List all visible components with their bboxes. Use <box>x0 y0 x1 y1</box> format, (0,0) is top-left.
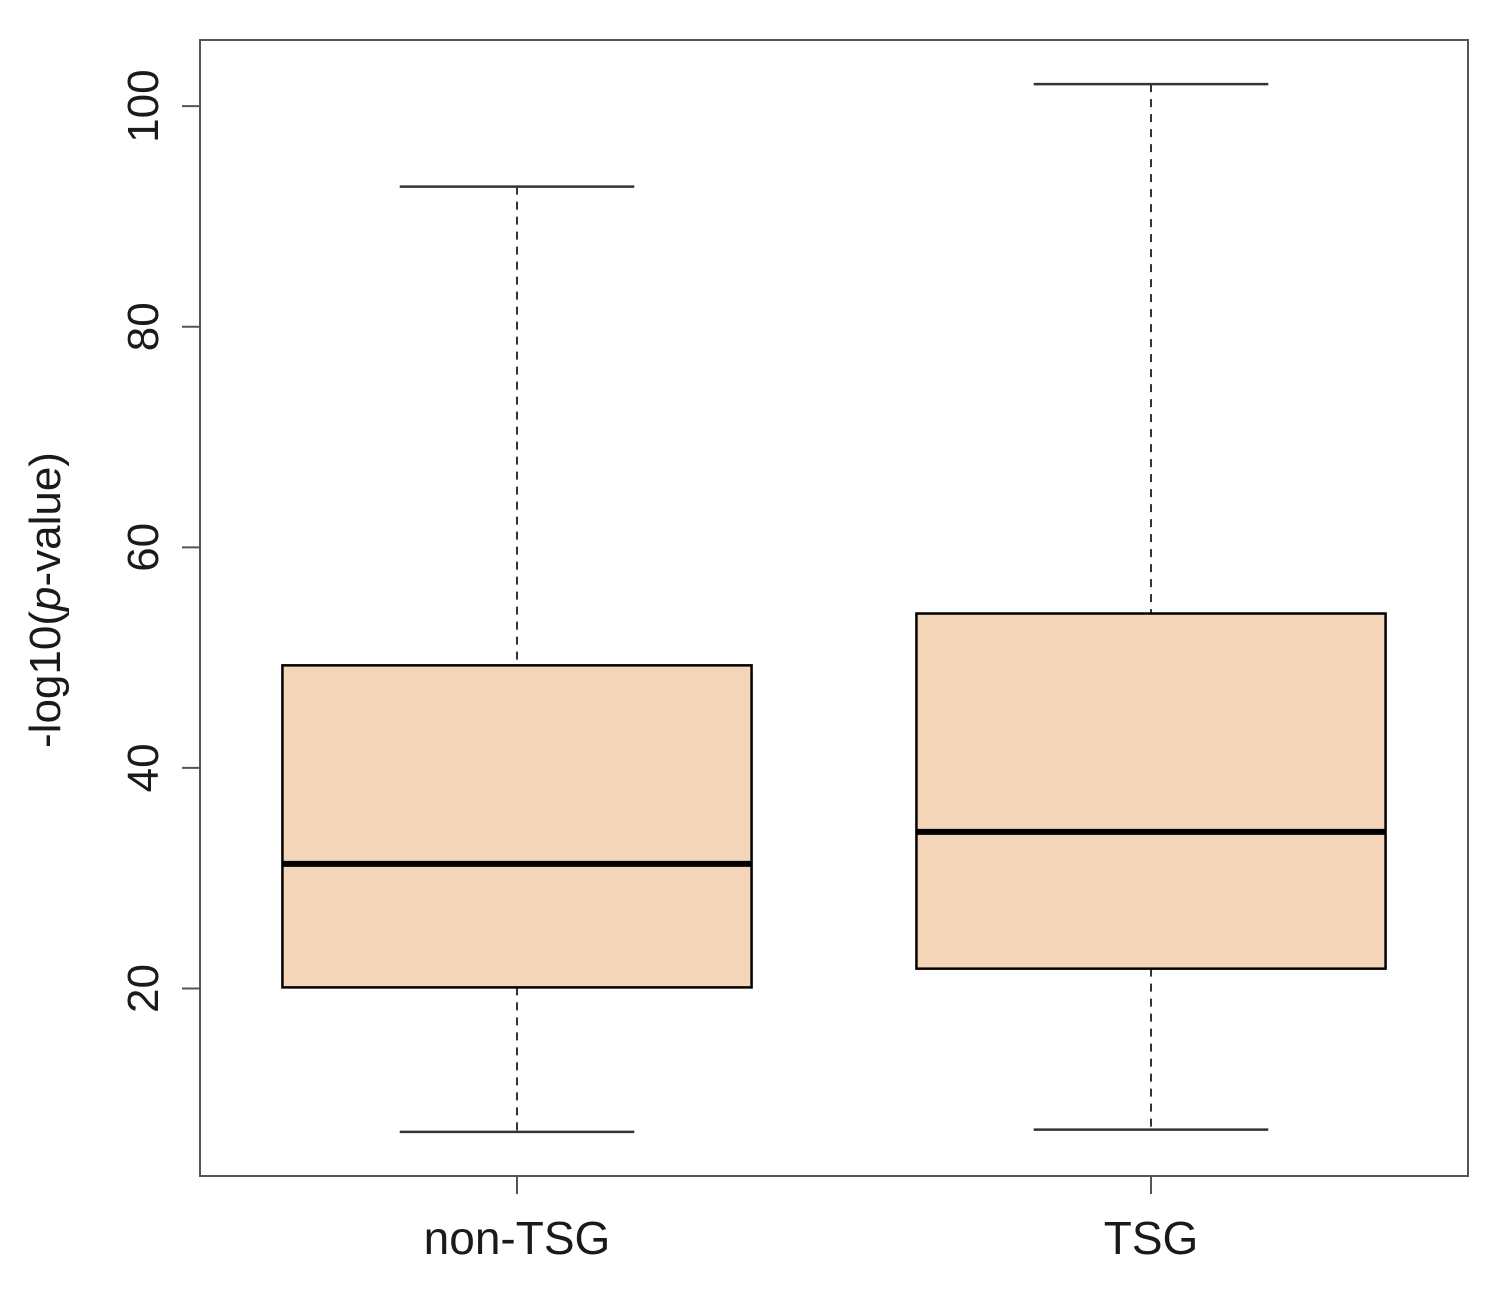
y-tick-label: 80 <box>119 302 168 351</box>
x-tick-label: TSG <box>1104 1212 1199 1264</box>
y-axis-label-suffix: -value) <box>21 452 70 587</box>
y-axis: 20 40 60 80 100 <box>119 69 200 1013</box>
box-group <box>281 82 1387 1134</box>
box-1 <box>281 185 753 1134</box>
x-tick-label: non-TSG <box>424 1212 611 1264</box>
y-tick-label: 60 <box>119 523 168 572</box>
plot-frame <box>199 39 1469 1177</box>
iqr-box <box>915 612 1387 970</box>
y-axis-label: -log10(p-value) <box>21 452 70 748</box>
box-2 <box>915 82 1387 1131</box>
y-axis-label-prefix: -log10( <box>21 611 70 748</box>
y-axis-label-italic: p <box>21 587 70 613</box>
y-tick-label: 100 <box>119 69 168 142</box>
iqr-box <box>281 664 753 989</box>
y-tick-label: 40 <box>119 743 168 792</box>
y-tick-label: 20 <box>119 964 168 1013</box>
x-axis: non-TSG TSG <box>424 1176 1199 1264</box>
